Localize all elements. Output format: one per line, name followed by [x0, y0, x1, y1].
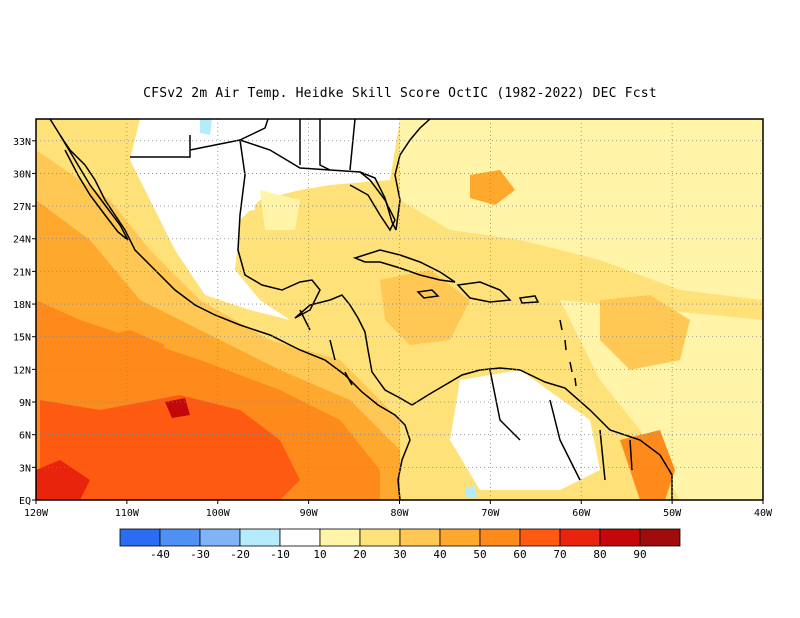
colorbar: -40 -30 -20 -10 10 20 30 40 50 60 70 80 90 [119, 528, 681, 561]
x-tick-label: 40W [754, 508, 773, 519]
colorbar-swatch [119, 528, 161, 547]
skill-score-field [36, 119, 763, 500]
colorbar-swatch [639, 528, 681, 547]
colorbar-label: 10 [313, 548, 326, 561]
colorbar-label: 60 [513, 548, 526, 561]
colorbar-label: 30 [393, 548, 406, 561]
colorbar-label: -40 [150, 548, 170, 561]
colorbar-swatch [199, 528, 241, 547]
colorbar-label: 20 [353, 548, 366, 561]
x-tick-label: 80W [390, 508, 409, 519]
colorbar-swatch [399, 528, 441, 547]
colorbar-swatch [359, 528, 401, 547]
colorbar-label: -30 [190, 548, 210, 561]
x-axis: 120W 110W 100W 90W 80W 70W 60W 50W 40W [24, 500, 773, 519]
y-tick-label: 24N [13, 235, 31, 246]
x-tick-label: 90W [300, 508, 319, 519]
y-tick-label: 33N [13, 137, 31, 148]
x-tick-label: 120W [24, 508, 49, 519]
x-tick-label: 70W [481, 508, 500, 519]
colorbar-swatch [599, 528, 641, 547]
y-tick-label: 21N [13, 267, 31, 278]
y-tick-label: 3N [19, 463, 31, 474]
y-tick-label: 18N [13, 300, 31, 311]
colorbar-label: 40 [433, 548, 446, 561]
colorbar-label: -10 [270, 548, 290, 561]
colorbar-swatch [479, 528, 521, 547]
colorbar-label: 90 [633, 548, 646, 561]
y-tick-label: 9N [19, 398, 31, 409]
colorbar-swatch [239, 528, 281, 547]
x-tick-label: 110W [115, 508, 140, 519]
y-tick-label: EQ [19, 496, 31, 507]
y-tick-label: 30N [13, 169, 31, 180]
colorbar-swatch [279, 528, 321, 547]
chart-title: CFSv2 2m Air Temp. Heidke Skill Score Oc… [143, 86, 657, 101]
colorbar-label: 80 [593, 548, 606, 561]
x-tick-label: 100W [206, 508, 231, 519]
colorbar-label: 70 [553, 548, 566, 561]
y-tick-label: 27N [13, 202, 31, 213]
colorbar-swatch [319, 528, 361, 547]
colorbar-label: 50 [473, 548, 486, 561]
y-axis: EQ 3N 6N 9N 12N 15N 18N 21N 24N 27N 30N 33N [13, 137, 36, 507]
y-tick-label: 15N [13, 333, 31, 344]
colorbar-swatch [519, 528, 561, 547]
y-tick-label: 6N [19, 431, 31, 442]
colorbar-swatch [439, 528, 481, 547]
colorbar-label: -20 [230, 548, 250, 561]
x-tick-label: 60W [572, 508, 591, 519]
x-tick-label: 50W [663, 508, 682, 519]
colorbar-swatch [159, 528, 201, 547]
colorbar-swatch [559, 528, 601, 547]
coastlines [49, 119, 673, 500]
y-tick-label: 12N [13, 365, 31, 376]
